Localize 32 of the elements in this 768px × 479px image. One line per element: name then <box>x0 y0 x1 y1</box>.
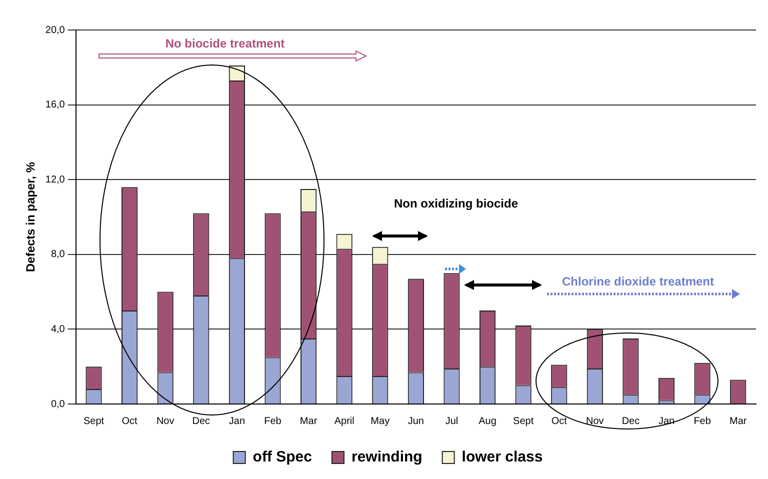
x-tick-label: Jan <box>658 416 675 427</box>
x-tick-label: Dec <box>192 416 210 427</box>
y-tick-label: 20,0 <box>45 24 66 36</box>
x-tick-label: Nov <box>586 416 604 427</box>
annotation: Chlorine dioxide treatment <box>562 274 714 288</box>
y-tick-label: 4,0 <box>50 324 66 335</box>
x-tick-label: Feb <box>694 416 712 427</box>
x-tick-label: Aug <box>478 416 496 427</box>
y-tick-label: 0,0 <box>50 398 66 410</box>
x-tick-label: May <box>370 416 390 427</box>
x-tick-label: Mar <box>300 416 318 427</box>
legend-label: lower class <box>462 448 543 466</box>
x-tick-label: Sept <box>83 416 104 427</box>
annotation: Non oxidizing biocide <box>394 196 518 210</box>
x-tick-label: Oct <box>122 416 138 427</box>
y-tick-label: 12,0 <box>45 174 66 186</box>
legend-label: rewinding <box>351 448 422 466</box>
x-tick-label: Nov <box>156 416 174 427</box>
x-tick-label: Sept <box>513 416 534 427</box>
x-tick-label: Jul <box>445 416 458 427</box>
x-tick-label: Mar <box>729 416 748 427</box>
x-tick-label: Feb <box>264 416 282 427</box>
y-tick-label: 16,0 <box>45 100 66 111</box>
y-tick-label: 8,0 <box>50 249 66 260</box>
x-tick-label: Dec <box>622 416 640 427</box>
x-tick-label: Oct <box>551 416 568 427</box>
x-tick-label: Jan <box>228 416 246 427</box>
x-tick-label: Jun <box>408 416 424 427</box>
legend-label: off Spec <box>252 448 312 466</box>
x-tick-label: April <box>334 416 354 427</box>
y-axis-title: Defects in paper, % <box>24 162 38 272</box>
annotation: No biocide treatment <box>165 36 285 50</box>
